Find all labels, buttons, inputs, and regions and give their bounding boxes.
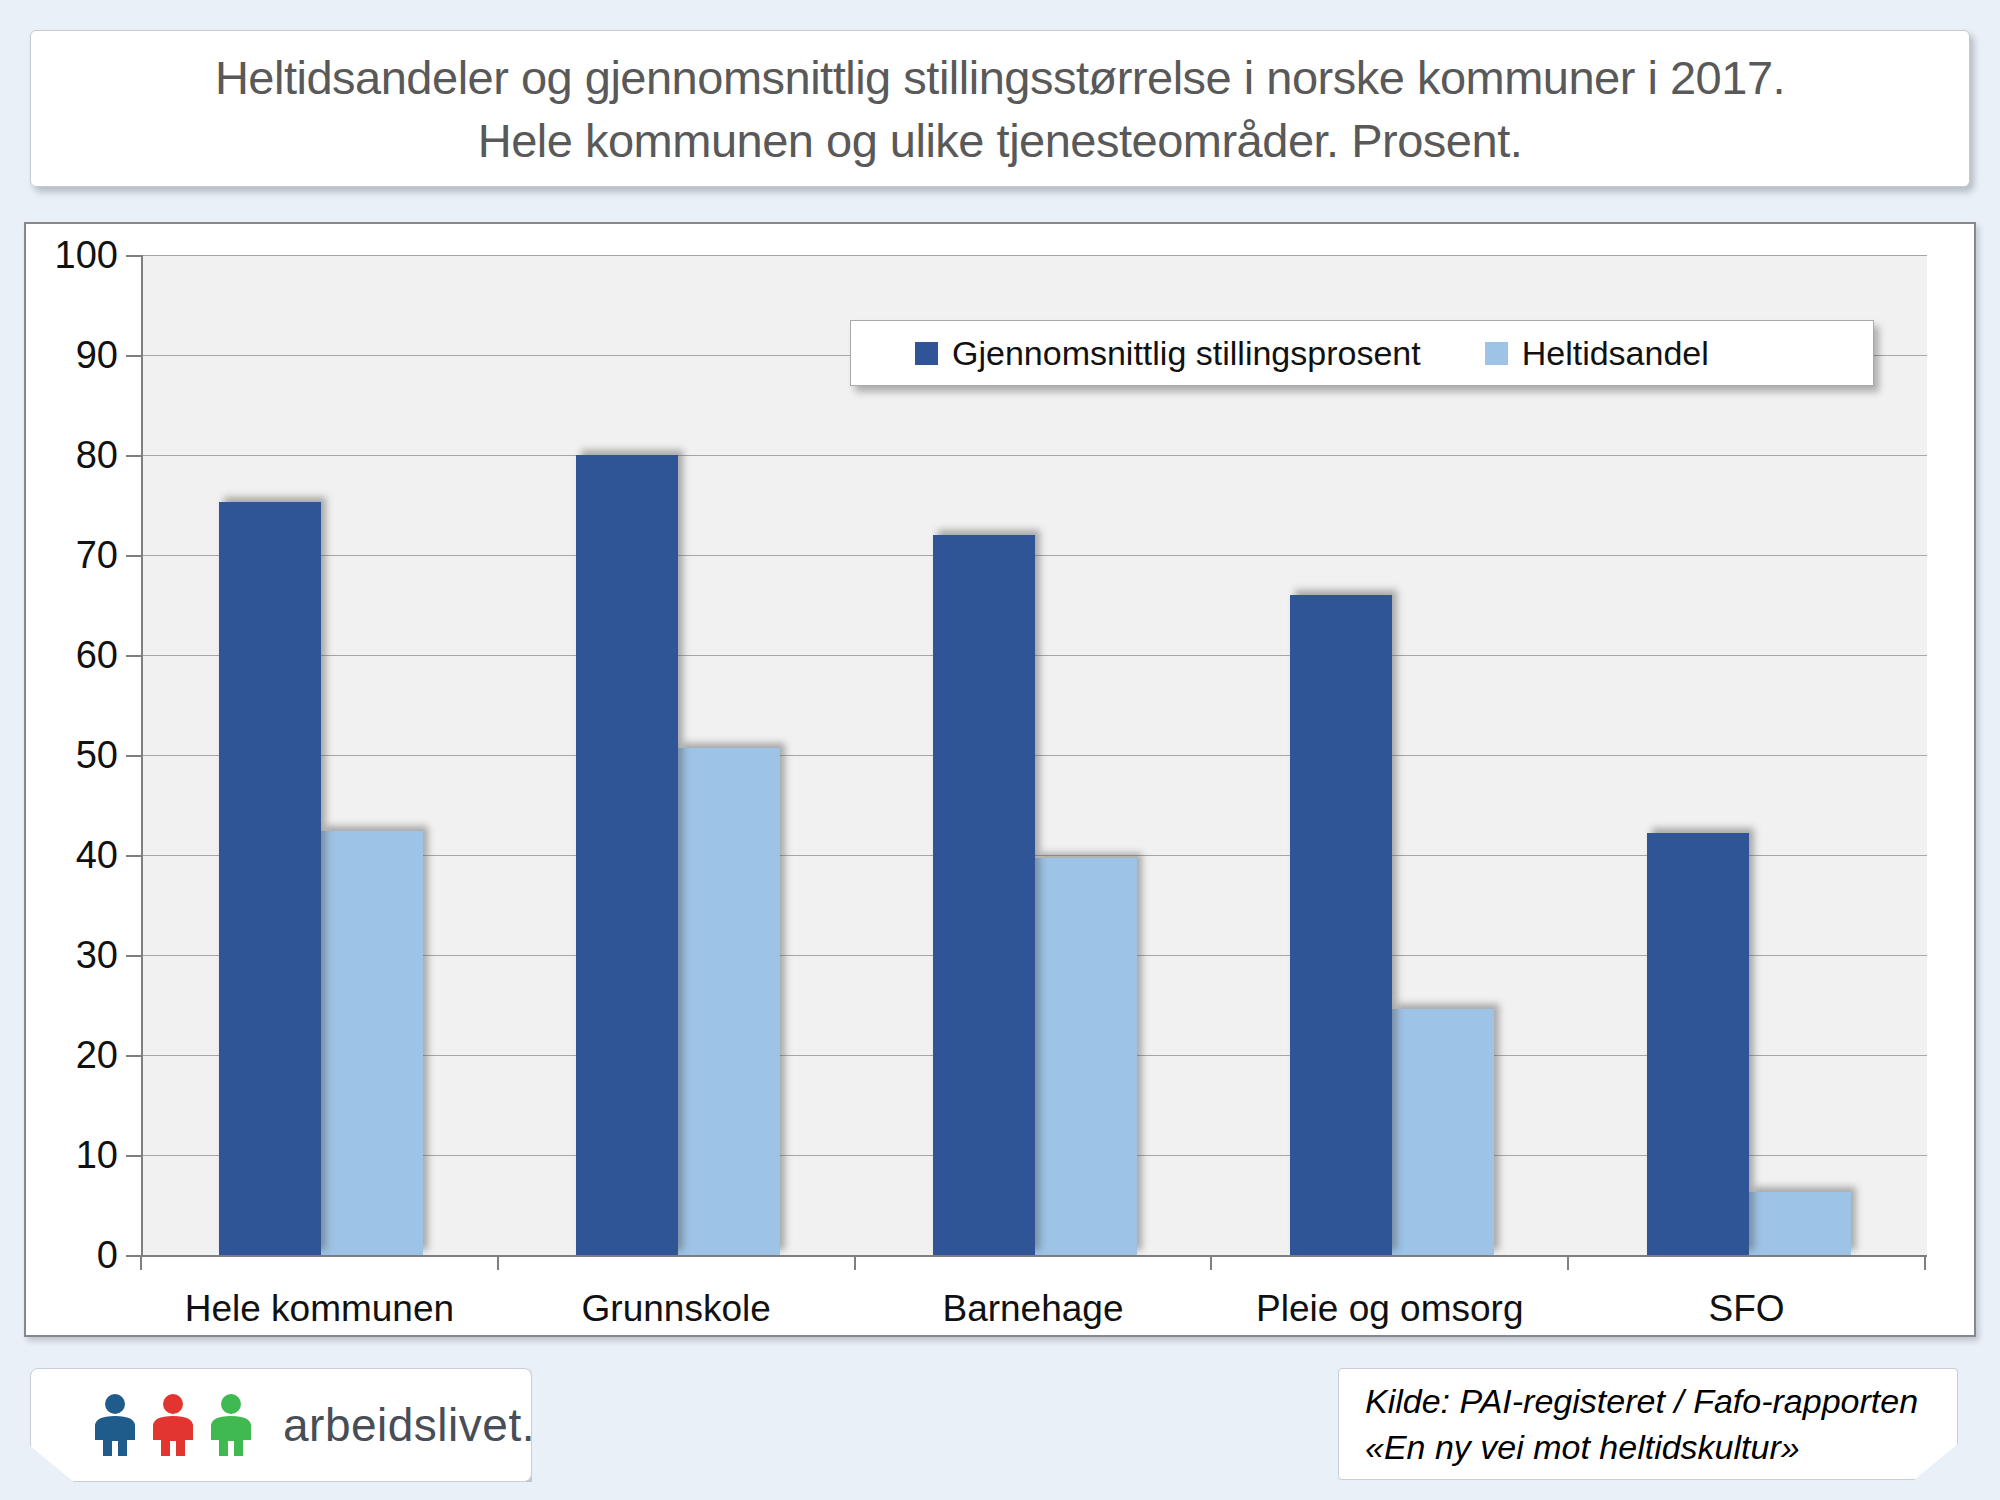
chart-title-line-1: Heltidsandeler og gjennomsnittlig stilli…	[215, 46, 1785, 109]
y-axis-label-50: 50	[26, 734, 118, 776]
gridline-60	[143, 655, 1927, 656]
arbeidslivet-logo-box[interactable]: arbeidslivet.no	[30, 1368, 532, 1482]
x-axis-tick	[854, 1257, 856, 1270]
x-axis-tick	[1210, 1257, 1212, 1270]
plot-area	[141, 255, 1927, 1257]
x-axis-label-Hele kommunen: Hele kommunen	[141, 1287, 498, 1331]
bar-heltidsandel-Pleie og omsorg	[1392, 1009, 1494, 1255]
legend-entry-heltidsandel: Heltidsandel	[1485, 334, 1709, 373]
person-icon	[147, 1394, 199, 1456]
bar-stillingsprosent-Hele kommunen	[219, 502, 321, 1255]
bar-stillingsprosent-SFO	[1647, 833, 1749, 1255]
x-axis-tick	[1924, 1257, 1926, 1270]
y-axis-label-30: 30	[26, 934, 118, 976]
x-axis-label-SFO: SFO	[1568, 1287, 1925, 1331]
people-icons	[89, 1394, 257, 1456]
chart-panel: Gjennomsnittlig stillingsprosent Heltids…	[24, 222, 1976, 1337]
y-axis-label-60: 60	[26, 634, 118, 676]
y-axis-label-10: 10	[26, 1134, 118, 1176]
y-axis-tick	[126, 455, 141, 457]
x-axis-label-Pleie og omsorg: Pleie og omsorg	[1211, 1287, 1568, 1331]
x-axis-label-Barnehage: Barnehage	[855, 1287, 1212, 1331]
y-axis-label-20: 20	[26, 1034, 118, 1076]
bar-heltidsandel-SFO	[1749, 1192, 1851, 1255]
x-axis-tick	[497, 1257, 499, 1270]
y-axis-tick	[126, 855, 141, 857]
source-line-2: «En ny vei mot heltidskultur»	[1365, 1424, 1957, 1470]
x-axis-tick	[140, 1257, 142, 1270]
bar-stillingsprosent-Pleie og omsorg	[1290, 595, 1392, 1255]
legend-swatch-light-blue	[1485, 342, 1508, 365]
y-axis-tick	[126, 655, 141, 657]
y-axis-tick	[126, 755, 141, 757]
y-axis-tick	[126, 1055, 141, 1057]
logo-text: arbeidslivet.no	[283, 1398, 587, 1452]
bar-stillingsprosent-Barnehage	[933, 535, 1035, 1255]
y-axis-label-70: 70	[26, 534, 118, 576]
y-axis-tick	[126, 955, 141, 957]
person-icon	[89, 1394, 141, 1456]
y-axis-tick	[126, 355, 141, 357]
bar-heltidsandel-Barnehage	[1035, 858, 1137, 1255]
y-axis-tick	[126, 255, 141, 257]
x-axis-label-Grunnskole: Grunnskole	[498, 1287, 855, 1331]
bar-stillingsprosent-Grunnskole	[576, 455, 678, 1255]
y-axis-label-40: 40	[26, 834, 118, 876]
legend-entry-stillingsprosent: Gjennomsnittlig stillingsprosent	[915, 334, 1421, 373]
legend-label: Heltidsandel	[1522, 334, 1709, 373]
chart-title-line-2: Hele kommunen og ulike tjenesteområder. …	[478, 109, 1523, 172]
legend-label: Gjennomsnittlig stillingsprosent	[952, 334, 1421, 373]
bar-heltidsandel-Hele kommunen	[321, 831, 423, 1255]
bar-heltidsandel-Grunnskole	[678, 748, 780, 1255]
y-axis-tick	[126, 1255, 141, 1257]
source-line-1: Kilde: PAI-registeret / Fafo-rapporten	[1365, 1378, 1957, 1424]
gridline-80	[143, 455, 1927, 456]
gridline-50	[143, 755, 1927, 756]
source-box: Kilde: PAI-registeret / Fafo-rapporten «…	[1338, 1368, 1958, 1480]
gridline-100	[143, 255, 1927, 256]
legend-swatch-dark-blue	[915, 342, 938, 365]
chart-legend: Gjennomsnittlig stillingsprosent Heltids…	[850, 320, 1874, 386]
y-axis-label-0: 0	[26, 1234, 118, 1276]
y-axis-tick	[126, 1155, 141, 1157]
x-axis-tick	[1567, 1257, 1569, 1270]
y-axis-tick	[126, 555, 141, 557]
y-axis-label-80: 80	[26, 434, 118, 476]
y-axis-label-100: 100	[26, 234, 118, 276]
person-icon	[205, 1394, 257, 1456]
chart-title-box: Heltidsandeler og gjennomsnittlig stilli…	[30, 30, 1970, 187]
gridline-70	[143, 555, 1927, 556]
y-axis-label-90: 90	[26, 334, 118, 376]
